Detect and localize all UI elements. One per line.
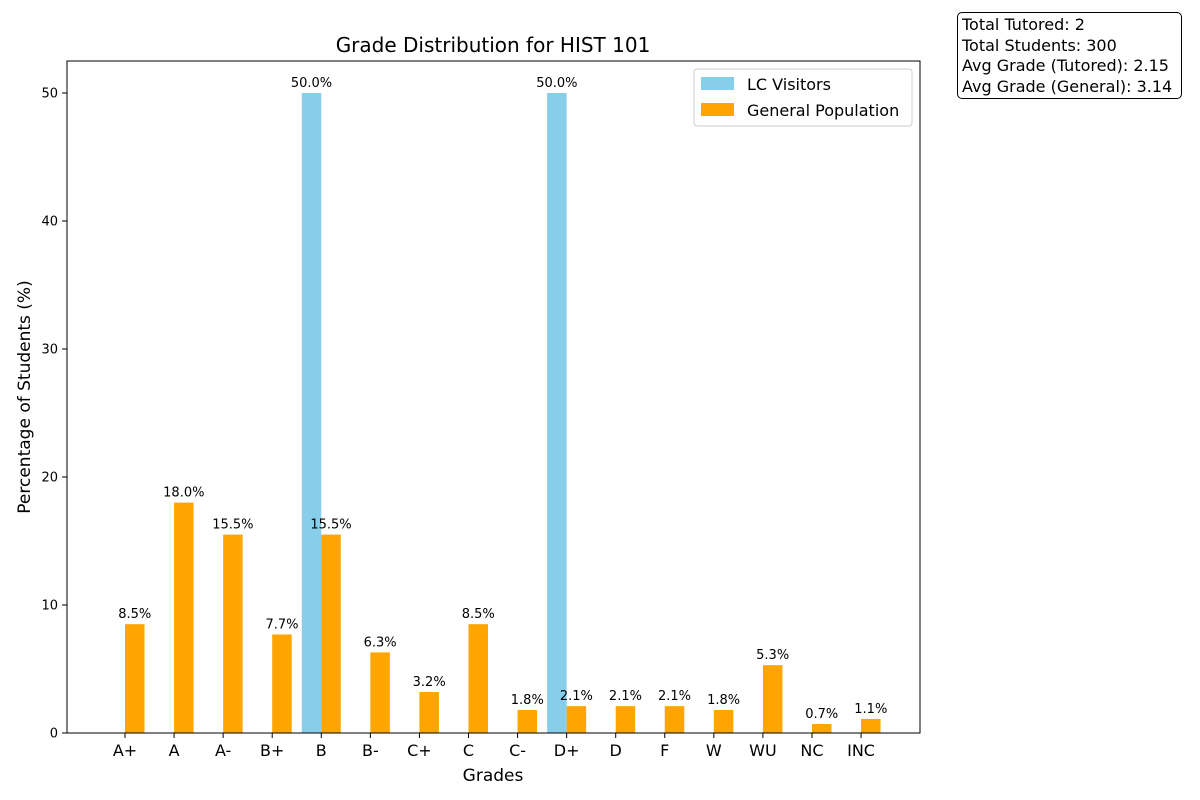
data-label-general-population-a-minus: 15.5% xyxy=(212,518,253,533)
plot-area: 50.0% 50.0% 8.5% 18.0% 15.5% 7.7% 15.5% 6.3% 3.2… xyxy=(41,60,921,760)
bar-general-population-b-plus xyxy=(272,634,292,733)
data-label-general-population-b-minus: 6.3% xyxy=(364,635,397,650)
data-label-general-population-b: 15.5% xyxy=(310,518,351,533)
bar-general-population-a-minus xyxy=(223,534,243,733)
data-label-general-population-b-plus: 7.7% xyxy=(265,617,298,632)
x-tick-label: INC xyxy=(847,741,875,760)
summary-stats-box: Total Tutored: 2 Total Students: 300 Avg… xyxy=(957,12,1182,99)
bar-general-population-d-plus xyxy=(566,706,587,733)
data-label-general-population-a: 18.0% xyxy=(163,486,204,501)
x-tick-label: A xyxy=(169,741,180,760)
x-tick-label: C xyxy=(463,741,474,760)
avg-grade-tutored-text: Avg Grade (Tutored): 2.15 xyxy=(962,56,1169,75)
data-label-general-population-c-plus: 3.2% xyxy=(413,675,446,690)
legend-label-general-population: General Population xyxy=(747,101,899,120)
x-tick-label: B+ xyxy=(260,741,284,760)
x-tick-label: D xyxy=(610,741,622,760)
bar-general-population-b xyxy=(321,534,341,733)
bar-general-population-w xyxy=(713,709,734,733)
data-label-general-population-w: 1.8% xyxy=(707,693,740,708)
data-label-lc-visitors-d-plus: 50.0% xyxy=(536,76,577,91)
y-axis-label: Percentage of Students (%) xyxy=(15,280,35,513)
y-tick-label: 40 xyxy=(41,215,58,230)
axes-frame xyxy=(66,60,921,734)
y-tick-label: 50 xyxy=(41,87,58,102)
legend-swatch-general-population xyxy=(701,103,734,116)
x-tick-label: B xyxy=(316,741,327,760)
x-tick-label: A- xyxy=(215,741,231,760)
bar-lc-visitors-d-plus xyxy=(547,93,567,733)
bar-general-population-a-plus xyxy=(125,624,145,733)
legend-swatch-lc-visitors xyxy=(701,77,734,90)
x-tick-label: W xyxy=(706,741,722,760)
data-label-general-population-c-minus: 1.8% xyxy=(511,693,544,708)
data-label-general-population-a-plus: 8.5% xyxy=(118,607,151,622)
x-tick-label: C- xyxy=(509,741,526,760)
data-label-general-population-wu: 5.3% xyxy=(756,648,789,663)
y-tick-label: 20 xyxy=(41,471,58,486)
data-label-general-population-c: 8.5% xyxy=(462,607,495,622)
avg-grade-general-text: Avg Grade (General): 3.14 xyxy=(962,76,1173,96)
data-label-general-population-f: 2.1% xyxy=(658,689,691,704)
bar-general-population-f xyxy=(664,706,685,733)
y-tick-label: 10 xyxy=(41,599,58,614)
data-label-general-population-nc: 0.7% xyxy=(805,707,838,722)
x-tick-label: NC xyxy=(800,741,823,760)
chart-title: Grade Distribution for HIST 101 xyxy=(336,33,651,57)
x-tick-label: B- xyxy=(362,741,379,760)
data-label-general-population-d: 2.1% xyxy=(609,689,642,704)
bar-general-population-b-minus xyxy=(370,652,390,733)
legend-frame xyxy=(693,68,913,127)
data-label-general-population-inc: 1.1% xyxy=(854,702,887,717)
bar-general-population-c-plus xyxy=(419,692,439,733)
x-tick-label: A+ xyxy=(113,741,137,760)
bar-general-population-wu xyxy=(762,665,783,733)
bar-lc-visitors-b xyxy=(301,93,322,733)
data-label-lc-visitors-b: 50.0% xyxy=(291,76,332,91)
legend-label-lc-visitors: LC Visitors xyxy=(747,75,831,94)
bar-general-population-c-minus xyxy=(517,709,538,733)
bar-general-population-a xyxy=(174,502,194,733)
total-tutored-text: Total Tutored: 2 xyxy=(962,15,1085,34)
bar-general-population-c xyxy=(468,624,488,733)
bar-general-population-inc xyxy=(861,718,881,733)
bar-general-population-d xyxy=(615,706,636,733)
y-tick-label: 0 xyxy=(50,727,58,742)
x-tick-label: F xyxy=(660,741,669,760)
x-tick-label: C+ xyxy=(407,741,432,760)
y-tick-label: 30 xyxy=(41,343,58,358)
x-axis-label: Grades xyxy=(463,766,524,786)
total-students-text: Total Students: 300 xyxy=(962,35,1117,55)
x-tick-label: WU xyxy=(749,741,777,760)
legend: LC Visitors General Population xyxy=(693,68,913,127)
data-label-general-population-d-plus: 2.1% xyxy=(560,689,593,704)
bar-general-population-nc xyxy=(811,724,832,733)
x-tick-label: D+ xyxy=(554,741,580,760)
